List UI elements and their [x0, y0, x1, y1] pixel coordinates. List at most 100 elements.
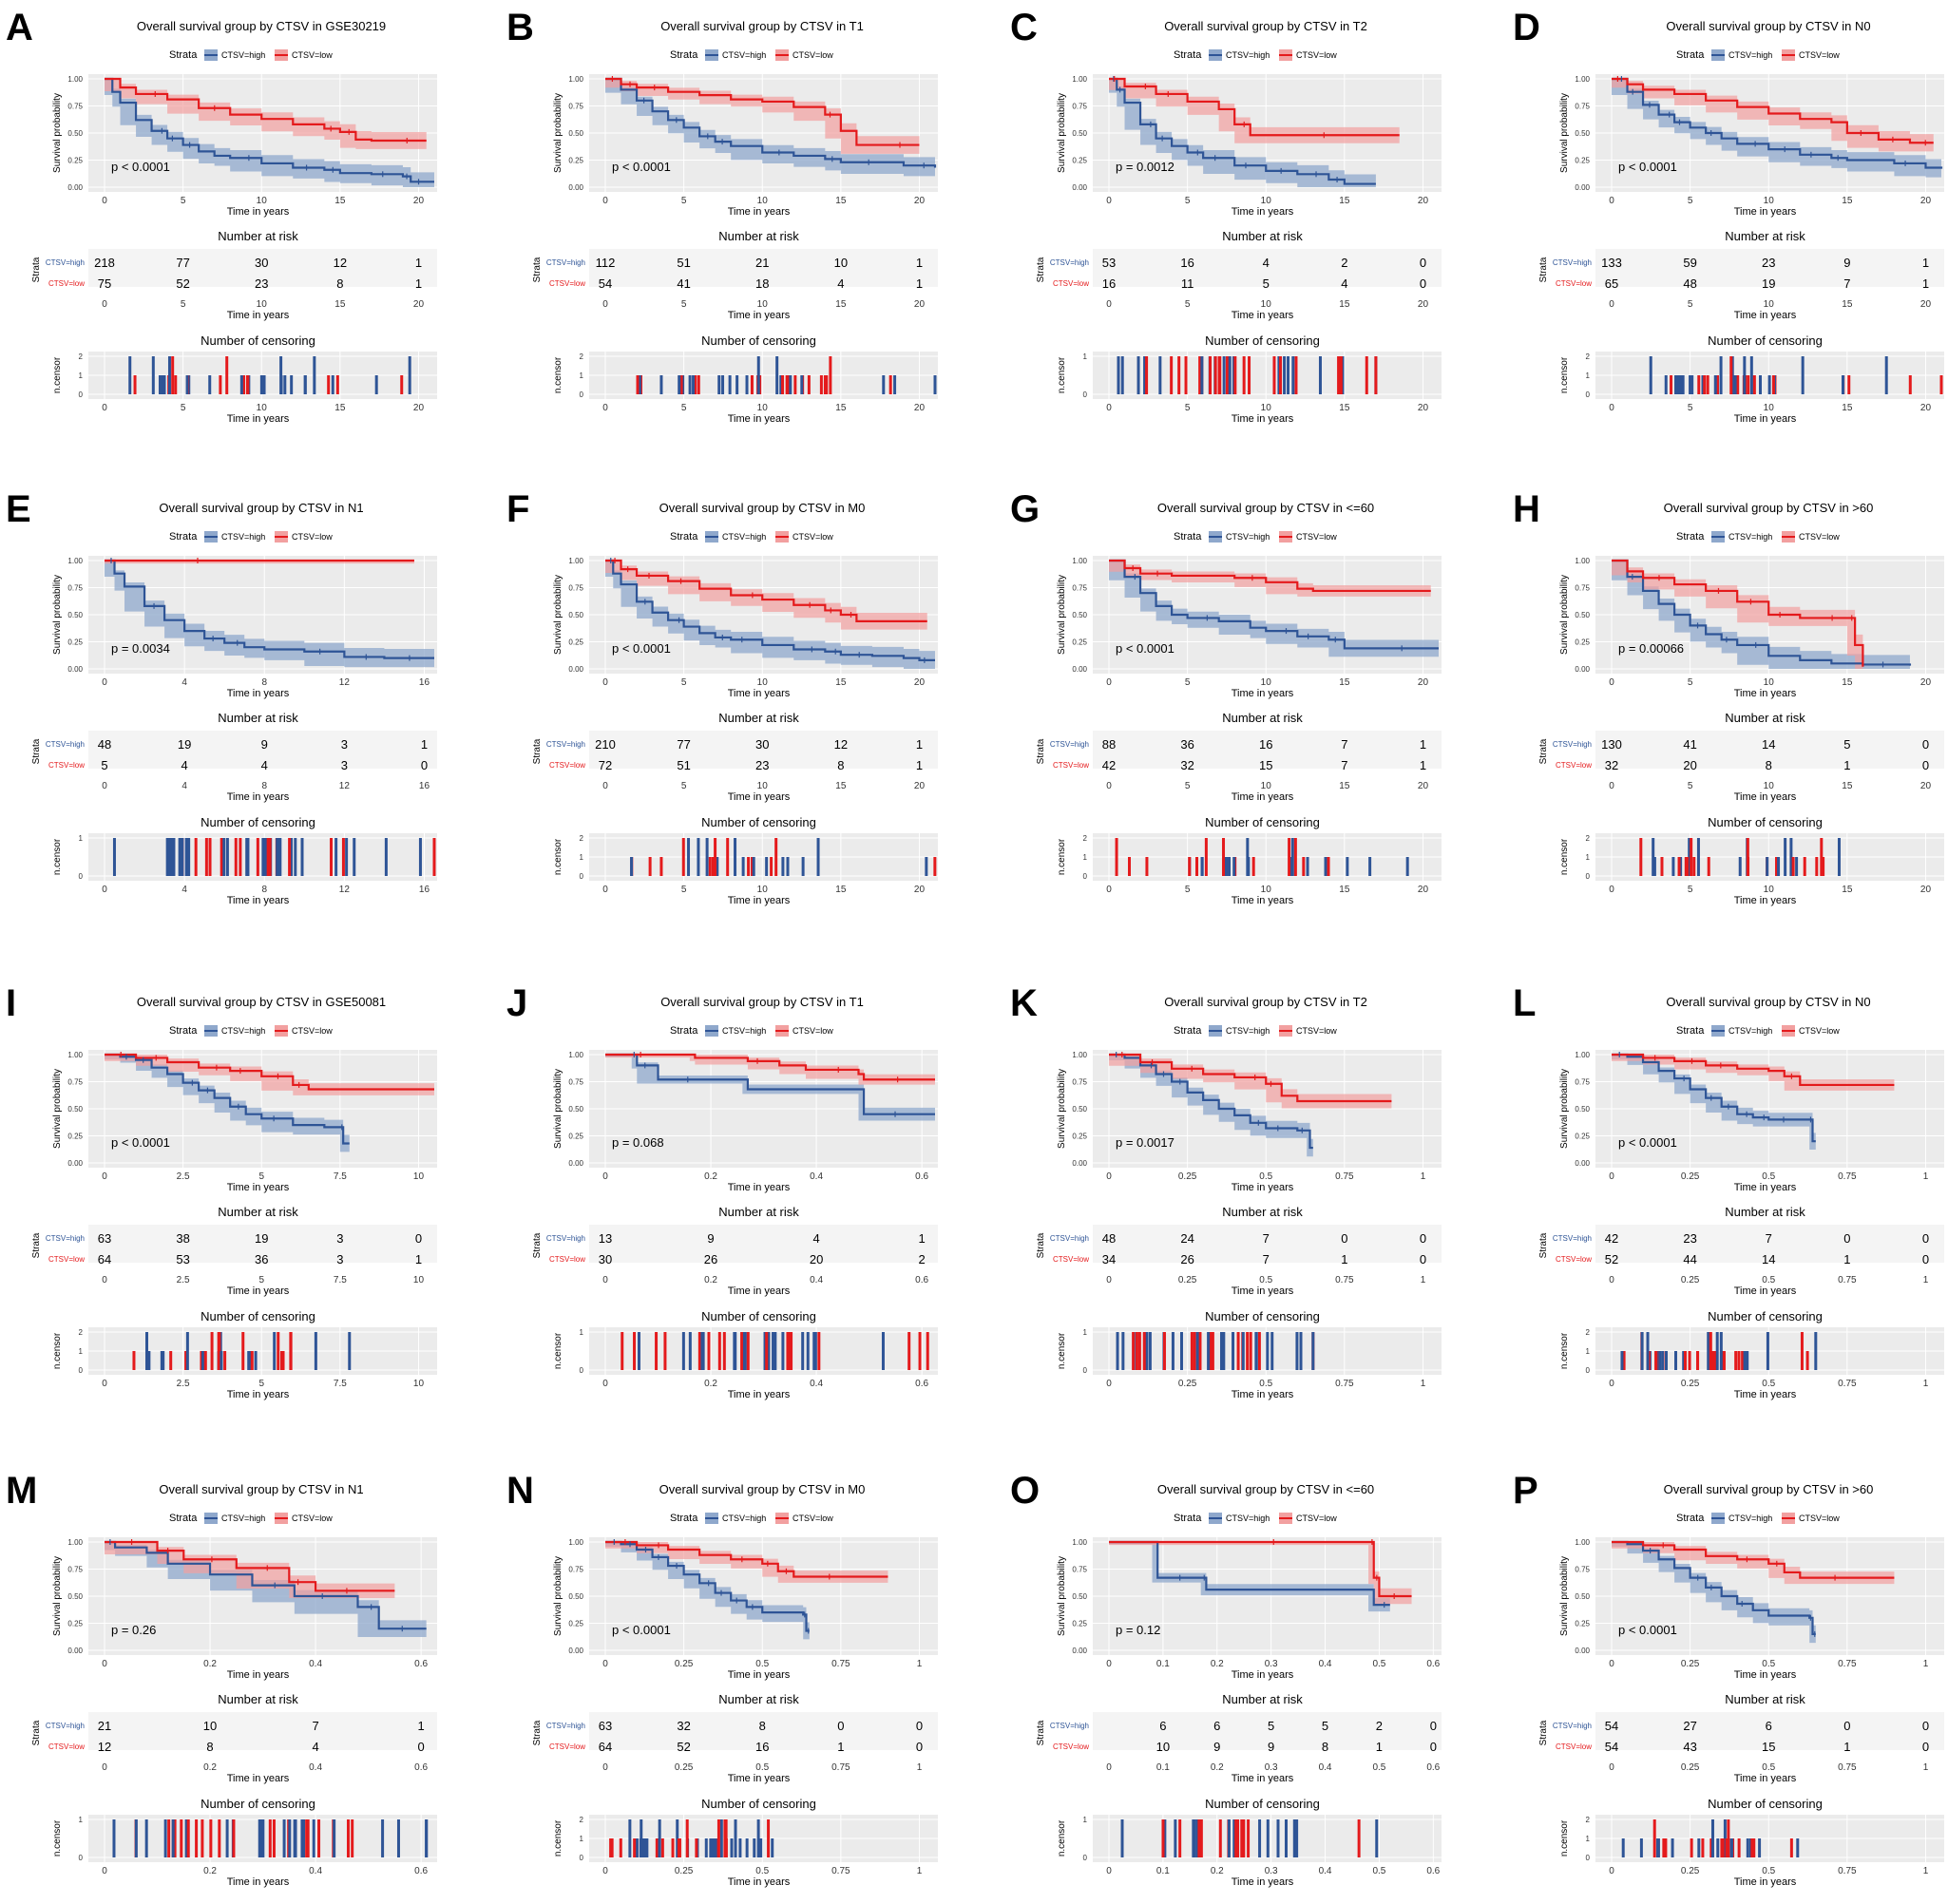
censor-x-axis-label: Time in years [728, 1389, 791, 1400]
risk-count-low: 7 [1341, 758, 1347, 772]
legend-low-label: CTSV=low [793, 1026, 833, 1036]
censor-y-tick-label: 0 [1083, 390, 1088, 399]
x-tick-label: 10 [413, 1171, 425, 1182]
censor-plot-title: Number of censoring [701, 333, 816, 348]
ci-band-high [1612, 561, 1910, 669]
risk-row-label-high: CTSV=high [1553, 1722, 1592, 1730]
censor-y-tick-label: 2 [79, 352, 84, 361]
risk-table-background [88, 249, 437, 287]
censor-y-axis-label: n.censor [553, 838, 563, 875]
risk-count-low: 8 [1322, 1740, 1328, 1754]
legend-high-label: CTSV=high [221, 50, 265, 60]
risk-table: Number at risk Strata CTSV=high CTSV=low 13 9… [532, 1205, 938, 1297]
y-tick-label: 1.00 [1575, 1051, 1590, 1059]
risk-table: Number at risk Strata CTSV=high CTSV=low 48 2… [1036, 1205, 1442, 1297]
x-axis-label: Time in years [728, 688, 791, 699]
legend-strata-label: Strata [670, 531, 698, 543]
ci-band-high [1109, 1055, 1313, 1157]
x-tick-label: 0.6 [915, 1171, 928, 1182]
y-tick-label: 0.25 [67, 1133, 83, 1141]
censor-x-tick-label: 10 [413, 1379, 425, 1389]
censor-y-tick-label: 2 [580, 834, 584, 843]
censor-y-tick-label: 1 [1083, 352, 1088, 361]
risk-x-tick-label: 1 [917, 1762, 923, 1773]
x-tick-label: 10 [257, 196, 268, 206]
risk-count-low: 1 [1376, 1740, 1383, 1754]
risk-x-tick-label: 10 [1764, 781, 1775, 791]
x-tick-label: 2.5 [177, 1171, 190, 1182]
risk-x-axis-label: Time in years [728, 1285, 791, 1297]
x-tick-label: 0 [1609, 1659, 1614, 1669]
risk-x-axis-label: Time in years [728, 1773, 791, 1784]
risk-table-title: Number at risk [218, 1692, 298, 1706]
y-axis-label: Survival probability [1559, 575, 1570, 655]
y-tick-label: 1.00 [568, 557, 583, 565]
y-tick-label: 0.00 [67, 1647, 83, 1655]
risk-table-title: Number at risk [1222, 229, 1303, 243]
risk-count-high: 48 [98, 737, 111, 752]
censor-y-tick-label: 1 [580, 1328, 584, 1337]
risk-count-high: 2 [1376, 1719, 1383, 1733]
risk-count-high: 59 [1683, 256, 1696, 270]
legend-low-label: CTSV=low [292, 1026, 333, 1036]
panel-b: B Overall survival group by CTSV in T1 Str… [506, 7, 938, 425]
risk-x-tick-label: 0 [1106, 1762, 1112, 1773]
panel-p: P Overall survival group by CTSV in >60 St… [1513, 1470, 1944, 1888]
y-tick-label: 1.00 [1072, 557, 1087, 565]
censor-plot-title: Number of censoring [701, 1309, 816, 1323]
chart-title: Overall survival group by CTSV in GSE500… [137, 995, 386, 1009]
y-tick-label: 0.50 [568, 129, 583, 138]
x-tick-label: 15 [1339, 196, 1350, 206]
risk-count-low: 34 [1102, 1252, 1116, 1266]
censor-x-tick-label: 10 [757, 403, 769, 413]
censor-y-tick-label: 0 [1083, 872, 1088, 881]
y-tick-label: 0.75 [1575, 103, 1590, 111]
km-curve-high [605, 77, 937, 168]
km-curve-low [605, 1053, 935, 1081]
risk-count-low: 0 [1420, 276, 1426, 291]
risk-x-axis-label: Time in years [1232, 310, 1294, 321]
risk-table-ylabel: Strata [31, 257, 42, 282]
panel-m: M Overall survival group by CTSV in N1 Str… [6, 1470, 437, 1888]
risk-x-axis-label: Time in years [227, 791, 290, 803]
risk-x-tick-label: 20 [914, 299, 926, 310]
panel-letter: H [1513, 488, 1540, 530]
risk-x-tick-label: 0.2 [1211, 1762, 1224, 1773]
risk-x-tick-label: 0 [102, 1275, 107, 1285]
legend-low-label: CTSV=low [1296, 1026, 1337, 1036]
risk-count-low: 75 [98, 276, 111, 291]
censor-plot: Number of censoring 0 1 2 n.censor 0 5 10 15 20 Ti… [1559, 815, 1944, 906]
risk-count-low: 12 [98, 1740, 111, 1754]
legend-strata-label: Strata [169, 1513, 198, 1524]
risk-x-tick-label: 0.5 [1259, 1275, 1272, 1285]
censor-y-axis-label: n.censor [553, 1332, 563, 1369]
risk-count-low: 0 [421, 758, 428, 772]
risk-count-high: 36 [1180, 737, 1194, 752]
risk-x-tick-label: 0.25 [675, 1762, 694, 1773]
censor-x-tick-label: 0.2 [203, 1866, 217, 1876]
censor-plot-title: Number of censoring [201, 1797, 315, 1811]
y-tick-label: 0.50 [1072, 129, 1087, 138]
risk-table-ylabel: Strata [532, 1720, 543, 1745]
risk-x-tick-label: 10 [1261, 299, 1272, 310]
x-tick-label: 1 [917, 1659, 923, 1669]
censor-x-tick-label: 10 [1764, 403, 1775, 413]
censor-x-tick-label: 0.2 [704, 1379, 717, 1389]
legend: Strata CTSV=high CTSV=low [1676, 1513, 1840, 1524]
censor-x-axis-label: Time in years [1232, 413, 1294, 425]
censor-y-tick-label: 1 [1586, 371, 1591, 380]
risk-count-high: 10 [203, 1719, 217, 1733]
risk-count-high: 1 [418, 1719, 425, 1733]
censor-x-tick-label: 0 [1609, 885, 1614, 895]
risk-count-high: 38 [176, 1231, 189, 1246]
y-axis-label: Survival probability [553, 93, 563, 173]
risk-count-high: 9 [1843, 256, 1850, 270]
risk-count-low: 32 [1605, 758, 1618, 772]
x-tick-label: 5 [1688, 677, 1693, 688]
